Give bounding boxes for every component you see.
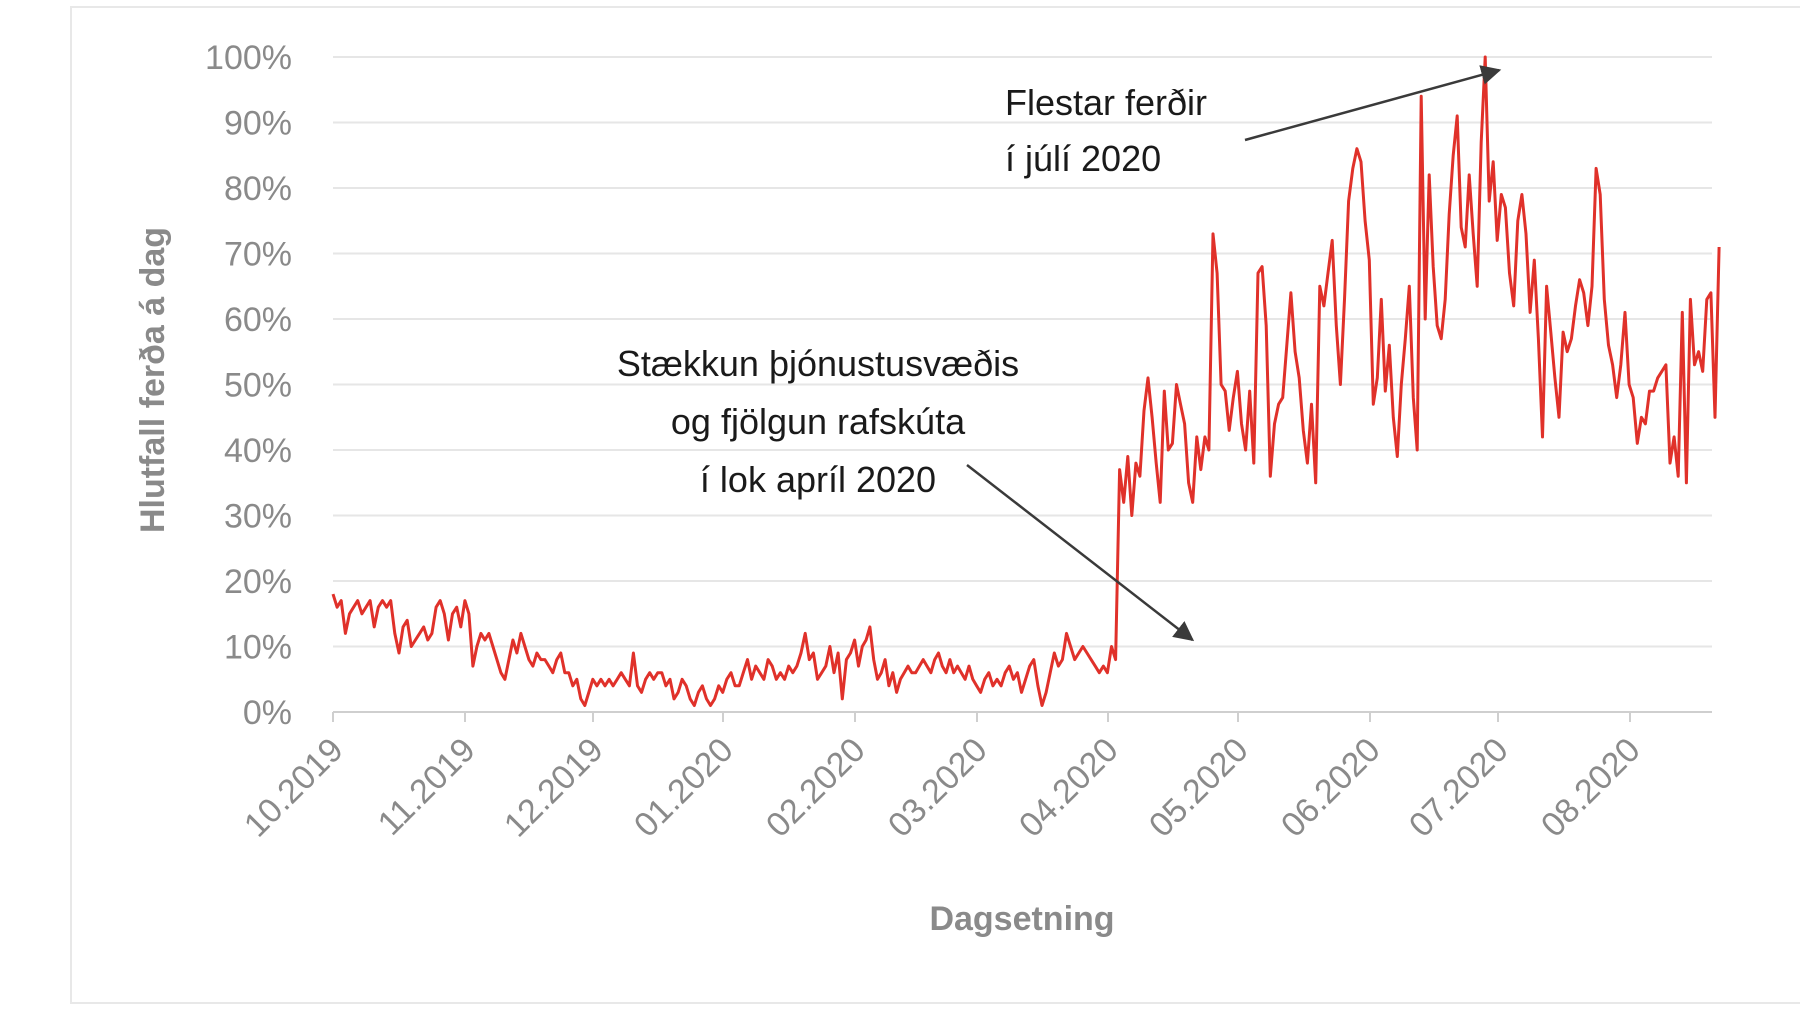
y-tick-label: 50%: [224, 367, 292, 405]
x-tick-label: 12.2019: [497, 731, 611, 845]
y-tick-label: 0%: [243, 694, 292, 732]
annotation-line: Stækkun þjónustusvæðis: [617, 343, 1019, 384]
y-tick-label: 70%: [224, 236, 292, 274]
y-tick-label: 90%: [224, 105, 292, 143]
annotations-group: Flestar ferðir í júlí 2020 Stækkun þjónust…: [617, 65, 1502, 642]
annotation-text: Flestar ferðir í júlí 2020: [1005, 82, 1207, 179]
x-tick-label: 03.2020: [881, 731, 995, 845]
annotation-arrow: [966, 464, 1195, 642]
y-tick-label: 40%: [224, 432, 292, 470]
annotation-line: í júlí 2020: [1005, 138, 1161, 179]
x-tick-label: 06.2020: [1274, 731, 1388, 845]
series-line: [331, 55, 1721, 707]
y-axis-ticks: 0% 10% 20% 30% 40% 50% 60% 70% 80% 90% 100%: [205, 39, 292, 732]
x-axis-ticks: 10.2019 11.2019 12.2019 01.2020 02.2020 03.20…: [237, 712, 1648, 845]
y-tick-label: 30%: [224, 498, 292, 536]
annotation-text: Stækkun þjónustusvæðis og fjölgun rafskút…: [617, 343, 1019, 500]
x-tick-label: 08.2020: [1534, 731, 1648, 845]
annotation-line: í lok apríl 2020: [700, 459, 936, 500]
x-tick-label: 01.2020: [627, 731, 741, 845]
x-axis-title: Dagsetning: [929, 900, 1114, 938]
y-tick-label: 20%: [224, 563, 292, 601]
gridlines: [333, 56, 1712, 713]
annotation-line: Flestar ferðir: [1005, 82, 1207, 123]
y-tick-label: 60%: [224, 301, 292, 339]
y-axis-title: Hlutfall ferða á dag: [134, 227, 172, 533]
x-tick-label: 02.2020: [759, 731, 873, 845]
y-tick-label: 100%: [205, 39, 292, 77]
x-tick-label: 11.2019: [371, 731, 483, 843]
x-tick-label: 07.2020: [1402, 731, 1516, 845]
annotation-arrow: [1244, 65, 1502, 142]
x-tick-label: 10.2019: [237, 731, 351, 845]
chart-frame: [70, 6, 1800, 1004]
y-tick-label: 10%: [224, 629, 292, 667]
series-group: [331, 55, 1721, 707]
annotation-line: og fjölgun rafskúta: [671, 401, 966, 442]
y-tick-label: 80%: [224, 170, 292, 208]
x-tick-label: 05.2020: [1142, 731, 1256, 845]
x-tick-label: 04.2020: [1012, 731, 1126, 845]
